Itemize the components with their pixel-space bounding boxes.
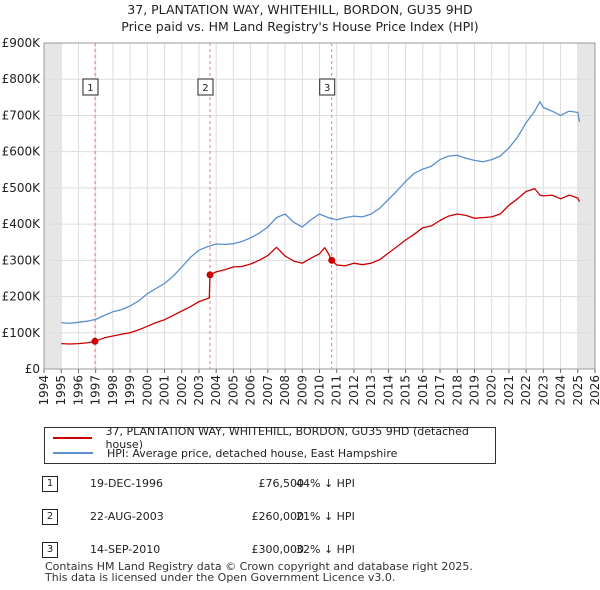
series-line-property: [61, 187, 581, 345]
x-tick-label: 2021: [502, 375, 516, 406]
x-tick-label: 2014: [381, 375, 395, 406]
sale-point: [328, 256, 336, 264]
x-tick-label: 2016: [416, 375, 430, 406]
y-tick-label: £200K: [2, 290, 42, 304]
footer-copyright: Contains HM Land Registry data © Crown c…: [45, 560, 473, 573]
sale-price: £76,500: [258, 477, 305, 490]
y-tick-label: £900K: [2, 36, 42, 50]
x-tick-label: 2002: [175, 375, 189, 406]
y-tick-label: £500K: [2, 181, 42, 195]
legend-label-property: 37, PLANTATION WAY, WHITEHILL, BORDON, G…: [105, 425, 469, 451]
legend-item-hpi: HPI: Average price, detached house, East…: [53, 446, 397, 460]
x-tick-label: 2011: [330, 375, 344, 406]
x-tick-label: 2008: [278, 375, 292, 406]
x-tick-label: 2000: [140, 375, 154, 406]
x-tick-label: 2018: [450, 375, 464, 406]
x-tick-label: 1997: [89, 375, 103, 406]
sale-hpi-diff: 21% ↓ HPI: [296, 510, 355, 523]
x-tick-label: 2026: [588, 375, 600, 406]
x-tick-label: 2005: [226, 375, 240, 406]
x-tick-label: 1998: [106, 375, 120, 406]
x-tick-label: 2017: [433, 375, 447, 406]
x-tick-label: 2003: [192, 375, 206, 406]
sale-price: £300,000: [251, 543, 305, 556]
sale-row: 2 22-AUG-2003 £260,000 21% ↓ HPI: [40, 507, 520, 527]
x-tick-label: 2012: [347, 375, 361, 406]
footer: Contains HM Land Registry data © Crown c…: [45, 561, 473, 583]
y-tick-label: £400K: [2, 217, 42, 231]
y-tick-label: £100K: [2, 326, 42, 340]
sale-date: 14-SEP-2010: [90, 543, 161, 556]
x-tick-label: 2020: [485, 375, 499, 406]
x-tick-label: 1999: [123, 375, 137, 406]
x-tick-label: 2015: [399, 375, 413, 406]
price-chart: 1 2 3 £0 £100K £200K £300K £400K £500K £600K £700…: [2, 36, 600, 406]
sale-number-badge: 3: [42, 542, 58, 558]
x-tick-label: 1996: [71, 375, 85, 406]
x-tick-label: 1995: [54, 375, 68, 406]
y-tick-label: £600K: [2, 145, 42, 159]
sale-marker-box: [197, 78, 214, 96]
x-tick-label: 2007: [261, 375, 275, 406]
sale-number-badge: 2: [42, 509, 58, 525]
sale-point: [91, 337, 99, 345]
x-tick-label: 2004: [209, 375, 223, 406]
shaded-range: [577, 43, 595, 369]
x-tick-label: 2010: [313, 375, 327, 406]
x-tick-label: 2013: [364, 375, 378, 406]
x-tick-label: 2024: [554, 375, 568, 406]
footer-licence: This data is licensed under the Open Gov…: [45, 571, 396, 584]
x-tick-label: 1994: [37, 375, 51, 406]
shaded-range: [44, 43, 62, 369]
legend: 37, PLANTATION WAY, WHITEHILL, BORDON, G…: [44, 425, 496, 464]
legend-swatch-property: [53, 437, 92, 439]
sale-marker-label: 1: [87, 83, 93, 94]
x-tick-label: 2019: [467, 375, 481, 406]
y-tick-label: £700K: [2, 108, 42, 122]
sale-marker-label: 2: [202, 83, 208, 94]
sale-row: 3 14-SEP-2010 £300,000 32% ↓ HPI: [40, 540, 520, 560]
x-tick-label: 2006: [244, 375, 258, 406]
sale-date: 19-DEC-1996: [90, 477, 164, 490]
sale-row: 1 19-DEC-1996 £76,500 44% ↓ HPI: [40, 474, 520, 494]
legend-item-property: 37, PLANTATION WAY, WHITEHILL, BORDON, G…: [53, 425, 495, 451]
x-tick-label: 2022: [519, 375, 533, 406]
x-tick-label: 2001: [158, 375, 172, 406]
chart-subtitle: Price paid vs. HM Land Registry's House …: [121, 19, 479, 34]
sale-price: £260,000: [251, 510, 305, 523]
y-tick-label: £0: [25, 362, 40, 376]
x-tick-label: 2023: [536, 375, 550, 406]
x-tick-label: 2025: [571, 375, 585, 406]
sale-hpi-diff: 44% ↓ HPI: [296, 477, 355, 490]
y-tick-label: £300K: [2, 253, 42, 267]
sale-number-badge: 1: [42, 476, 58, 492]
legend-label-hpi: HPI: Average price, detached house, East…: [107, 446, 398, 460]
y-tick-label: £800K: [2, 72, 42, 86]
sale-hpi-diff: 32% ↓ HPI: [296, 543, 355, 556]
sale-marker-label: 3: [324, 83, 330, 94]
sale-date: 22-AUG-2003: [90, 510, 164, 523]
sale-point: [206, 271, 214, 279]
chart-title: 37, PLANTATION WAY, WHITEHILL, BORDON, G…: [127, 2, 473, 17]
sale-marker-box: [82, 78, 99, 96]
plot-border: [43, 42, 596, 370]
series-line-hpi: [61, 101, 581, 325]
sale-marker-box: [319, 78, 336, 96]
legend-swatch-hpi: [53, 452, 93, 454]
x-tick-label: 2009: [295, 375, 309, 406]
